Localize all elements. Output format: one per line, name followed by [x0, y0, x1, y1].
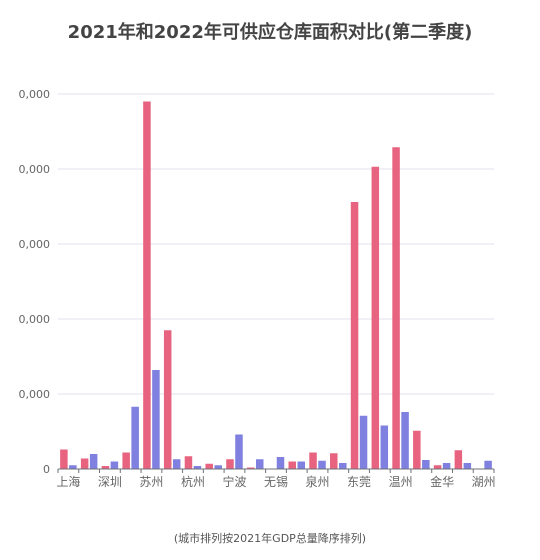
bar-series-1 [122, 452, 130, 469]
x-tick-label: 上海 [56, 474, 80, 489]
bar-series-2 [131, 406, 139, 469]
bar-series-2 [380, 425, 389, 469]
bar-series-1 [371, 166, 380, 469]
y-tick-label: 0,000 [19, 238, 51, 251]
bar-series-2 [442, 463, 451, 469]
y-tick-label: 0 [43, 463, 50, 476]
bar-series-1 [413, 430, 421, 469]
bar-series-2 [318, 460, 326, 469]
bar-series-2 [297, 461, 306, 469]
bar-series-2 [359, 415, 368, 469]
bar-series-1 [350, 202, 359, 469]
grid-lines [58, 93, 494, 395]
bar-series-2 [152, 370, 160, 469]
y-tick-label: 0,000 [19, 388, 51, 401]
bar-series-2 [214, 465, 222, 469]
x-tick-label: 金华 [430, 474, 454, 489]
y-tick-label: 0,000 [19, 88, 51, 101]
y-tick-label: 0,000 [19, 313, 51, 326]
x-tick-label: 湖州 [472, 474, 496, 489]
bar-series-1 [246, 467, 255, 469]
bar-series-1 [143, 101, 151, 469]
bar-series-1 [454, 450, 463, 469]
chart-title: 2021年和2022年可供应仓库面积对比(第二季度) [67, 22, 473, 43]
x-tick-label: 深圳 [98, 475, 122, 489]
x-tick-label: 东莞 [347, 475, 371, 489]
bar-series-1 [184, 456, 193, 469]
bar-series-2 [401, 412, 409, 469]
bar-series-1 [330, 453, 338, 469]
x-tick-label: 温州 [389, 475, 413, 489]
x-tick-label: 无锡 [264, 474, 288, 489]
bar-series-2 [484, 460, 492, 469]
x-tick-label: 杭州 [181, 474, 205, 489]
x-tick-label: 苏州 [139, 475, 163, 489]
x-tick-label: 宁波 [222, 474, 246, 489]
bar-series-1 [433, 465, 442, 469]
chart-footnote: (城市排列按2021年GDP总量降序排列) [173, 532, 367, 545]
bar-series-1 [226, 459, 234, 469]
y-tick-label: 0,000 [19, 163, 51, 176]
bar-series-2 [193, 466, 202, 469]
bar-series-1 [392, 147, 400, 469]
bar-series-2 [110, 461, 119, 469]
bar-series-2 [89, 454, 98, 469]
y-axis: 0 0,000 0,000 0,000 0,000 0,000 [19, 88, 51, 476]
bar-series-1 [101, 466, 110, 469]
bar-series-2 [276, 457, 285, 469]
bar-series-1 [205, 463, 213, 469]
bar-series-2 [255, 459, 264, 469]
bars [60, 101, 492, 469]
bar-series-2 [463, 463, 472, 469]
bar-series-2 [422, 460, 430, 469]
bar-series-2 [172, 459, 181, 469]
x-tick-label: 泉州 [306, 475, 330, 489]
bar-series-2 [339, 463, 347, 469]
bar-series-1 [309, 452, 317, 469]
bar-series-1 [288, 461, 297, 469]
bar-series-1 [60, 449, 68, 469]
bar-series-1 [163, 330, 172, 469]
bar-series-1 [80, 458, 89, 469]
bar-series-2 [235, 434, 243, 469]
bar-series-2 [69, 465, 77, 469]
x-axis: 上海 深圳 苏州 杭州 宁波 无锡 泉州 东莞 温州 金华 湖州 [56, 468, 496, 489]
